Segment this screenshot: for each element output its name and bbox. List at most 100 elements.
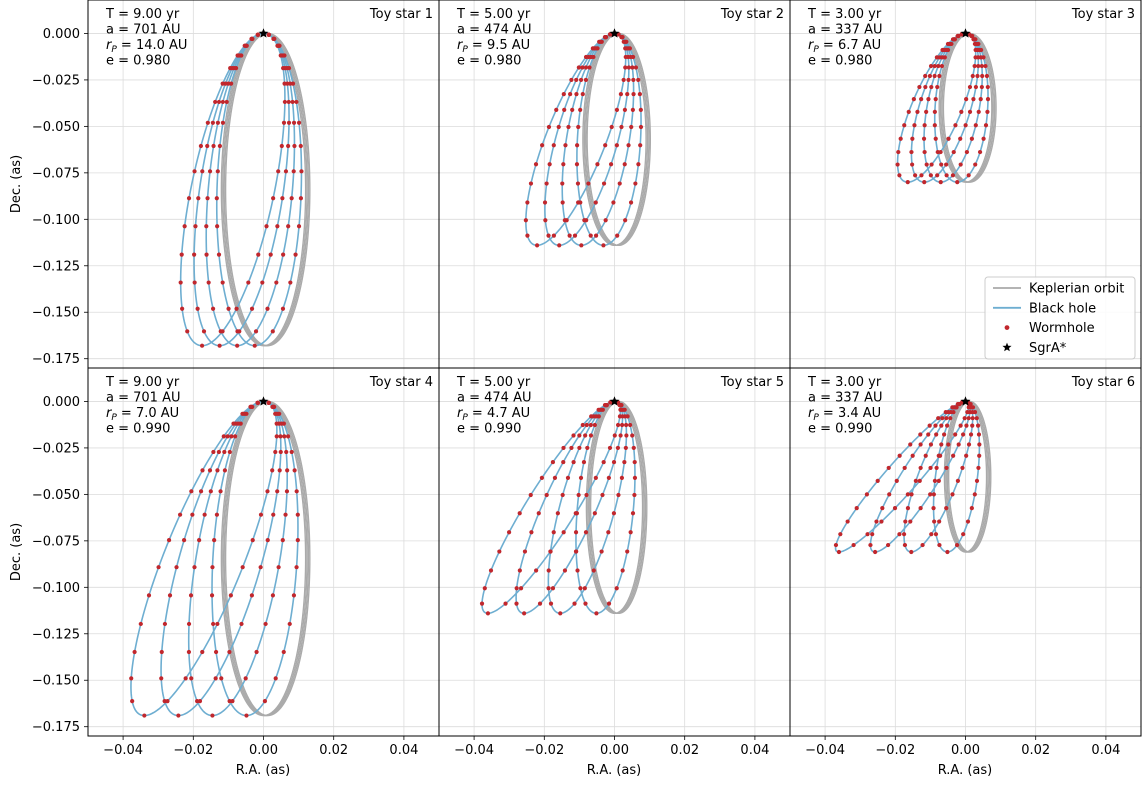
wormhole-point (263, 621, 268, 627)
wormhole-point (617, 414, 623, 419)
wormhole-point (948, 416, 953, 421)
x-tick: 0.02 (319, 736, 348, 758)
panel-info-line: a = 701 AU (106, 391, 180, 406)
y-tick: −0.050 (32, 120, 88, 135)
wormhole-point (222, 449, 227, 455)
wormhole-point (252, 343, 257, 348)
wormhole-point (625, 91, 630, 97)
wormhole-point (976, 109, 981, 115)
wormhole-point (962, 416, 967, 421)
wormhole-point (938, 149, 943, 155)
wormhole-point (277, 468, 282, 473)
wormhole-point (950, 492, 955, 497)
wormhole-point (255, 400, 260, 405)
wormhole-point (928, 173, 933, 178)
wormhole-point (193, 224, 198, 229)
wormhole-point (928, 442, 934, 447)
wormhole-point (603, 143, 608, 148)
wormhole-point (280, 306, 286, 311)
wormhole-point (132, 649, 137, 655)
wormhole-point (587, 65, 592, 70)
rp-subscript: P (462, 45, 468, 55)
panel-info-line: T = 9.00 yr (105, 7, 180, 22)
wormhole-point (220, 99, 225, 105)
wormhole-point (623, 218, 628, 223)
wormhole-point (629, 124, 634, 130)
wormhole-point (186, 649, 192, 655)
wormhole-point (603, 218, 608, 223)
panel-title: Toy star 5 (720, 375, 784, 390)
y-tick-label: −0.100 (32, 213, 80, 228)
wormhole-point (574, 77, 579, 83)
wormhole-point (210, 306, 216, 311)
wormhole-point (522, 611, 527, 616)
wormhole-point (902, 542, 908, 548)
wormhole-point (580, 65, 585, 70)
x-tick: −0.02 (524, 736, 564, 758)
wormhole-point (615, 445, 621, 451)
wormhole-point (963, 123, 968, 128)
wormhole-point (215, 224, 220, 229)
wormhole-point (939, 162, 944, 167)
wormhole-point (926, 432, 931, 437)
plot-area (178, 28, 311, 348)
wormhole-point (273, 676, 278, 681)
rp-symbol: r (808, 406, 815, 421)
wormhole-point (938, 180, 943, 185)
wormhole-point (264, 224, 269, 229)
wormhole-point (944, 173, 949, 178)
wormhole-point (280, 196, 285, 201)
wormhole-point (542, 200, 548, 205)
wormhole-point (977, 453, 982, 458)
wormhole-point (546, 233, 551, 238)
wormhole-point (278, 434, 283, 439)
wormhole-point (221, 434, 226, 439)
wormhole-point (228, 593, 233, 598)
wormhole-point (130, 699, 135, 704)
wormhole-point (523, 218, 528, 223)
wormhole-point (920, 542, 925, 548)
legend-star-swatch (1002, 342, 1012, 352)
panel-info-line: a = 474 AU (457, 391, 531, 406)
wormhole-point (217, 343, 222, 348)
wormhole-point (966, 442, 972, 447)
grid-lines (439, 0, 790, 368)
rp-symbol: r (808, 38, 815, 53)
wormhole-point (138, 621, 143, 627)
wormhole-point (868, 542, 873, 548)
wormhole-point (618, 407, 623, 412)
panel-info-line: rP = 4.7 AU (457, 406, 530, 423)
wormhole-point (239, 621, 244, 627)
wormhole-point (638, 107, 643, 112)
y-tick: −0.025 (32, 73, 88, 88)
wormhole-point (918, 442, 923, 447)
wormhole-point (929, 84, 934, 90)
y-tick-label: −0.025 (32, 73, 80, 88)
wormhole-point (887, 492, 892, 497)
wormhole-point (270, 468, 275, 473)
wormhole-point (910, 453, 915, 458)
wormhole-point (955, 33, 960, 39)
wormhole-point (979, 63, 984, 69)
panel-info-line: a = 701 AU (106, 23, 180, 38)
x-tick-label: −0.02 (524, 743, 564, 758)
wormhole-point (910, 136, 915, 141)
wormhole-point (592, 422, 597, 428)
wormhole-point (638, 124, 644, 130)
wormhole-point (586, 181, 591, 186)
panel-info-text: T = 5.00 yr a = 474 AU rP = 9.5 AU e = 0.98… (456, 7, 531, 69)
wormhole-point (205, 196, 210, 201)
wormhole-point (283, 512, 288, 517)
panel-toy-star-3: T = 3.00 yr a = 337 AU rP = 6.7 AU e = 0.98… (789, 0, 1142, 369)
keplerian-orbit-line (947, 400, 992, 553)
x-tick: −0.04 (454, 736, 494, 758)
panels-group: T = 9.00 yr a = 701 AU rP = 14.0 AU e = 0.9… (32, 0, 1142, 758)
wormhole-point (197, 699, 203, 704)
legend: Keplerian orbit Black hole Wormhole SgrA* (984, 276, 1136, 360)
black-hole-orbit-line (130, 400, 278, 717)
wormhole-point (851, 542, 856, 548)
wormhole-point (580, 91, 585, 97)
wormhole-point (836, 549, 842, 555)
y-tick-label: −0.025 (32, 441, 80, 456)
wormhole-point (561, 459, 566, 465)
